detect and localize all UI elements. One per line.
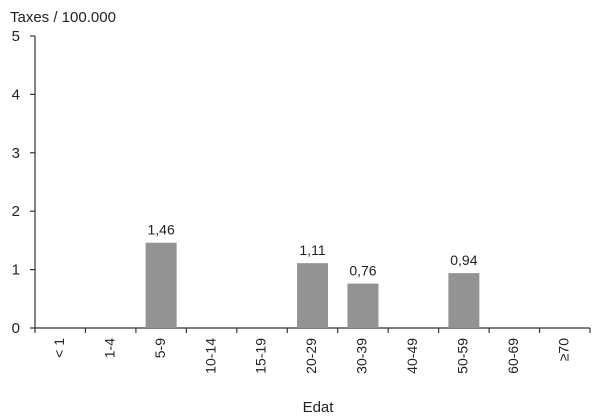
x-tick-label: 40-49 <box>404 338 420 374</box>
bar <box>145 242 177 328</box>
x-tick-label: 15-19 <box>253 338 269 374</box>
plot-area: 0 1 2 3 4 5 < 1 1-4 1,46 5-9 10-14 15-19 1,11 20-29 0,… <box>12 28 591 374</box>
bar <box>347 283 379 328</box>
x-tick-label: 30-39 <box>354 338 370 374</box>
x-tick-label: ≥70 <box>555 338 571 361</box>
data-label: 1,46 <box>148 222 175 238</box>
x-tick-label: 20-29 <box>303 338 319 374</box>
y-tick-label: 1 <box>12 262 20 279</box>
y-tick-label: 5 <box>12 28 20 45</box>
data-label: 0,76 <box>349 263 376 279</box>
bar <box>448 273 480 328</box>
x-tick-label: 1-4 <box>101 338 117 358</box>
y-tick-label: 0 <box>12 320 20 337</box>
y-tick-label: 3 <box>12 145 20 162</box>
x-tick-label: 10-14 <box>202 338 218 374</box>
x-tick-label: 50-59 <box>455 338 471 374</box>
bar <box>297 263 328 328</box>
x-tick-label: 5-9 <box>152 338 168 358</box>
y-axis-label: Taxes / 100.000 <box>10 9 116 26</box>
x-axis-label: Edat <box>303 399 335 416</box>
data-label: 0,94 <box>450 252 477 268</box>
data-label: 1,11 <box>299 242 325 258</box>
x-tick-label: 60-69 <box>505 338 521 374</box>
x-tick-label: < 1 <box>51 338 67 358</box>
y-tick-label: 2 <box>12 203 20 220</box>
y-tick-label: 4 <box>12 86 20 103</box>
